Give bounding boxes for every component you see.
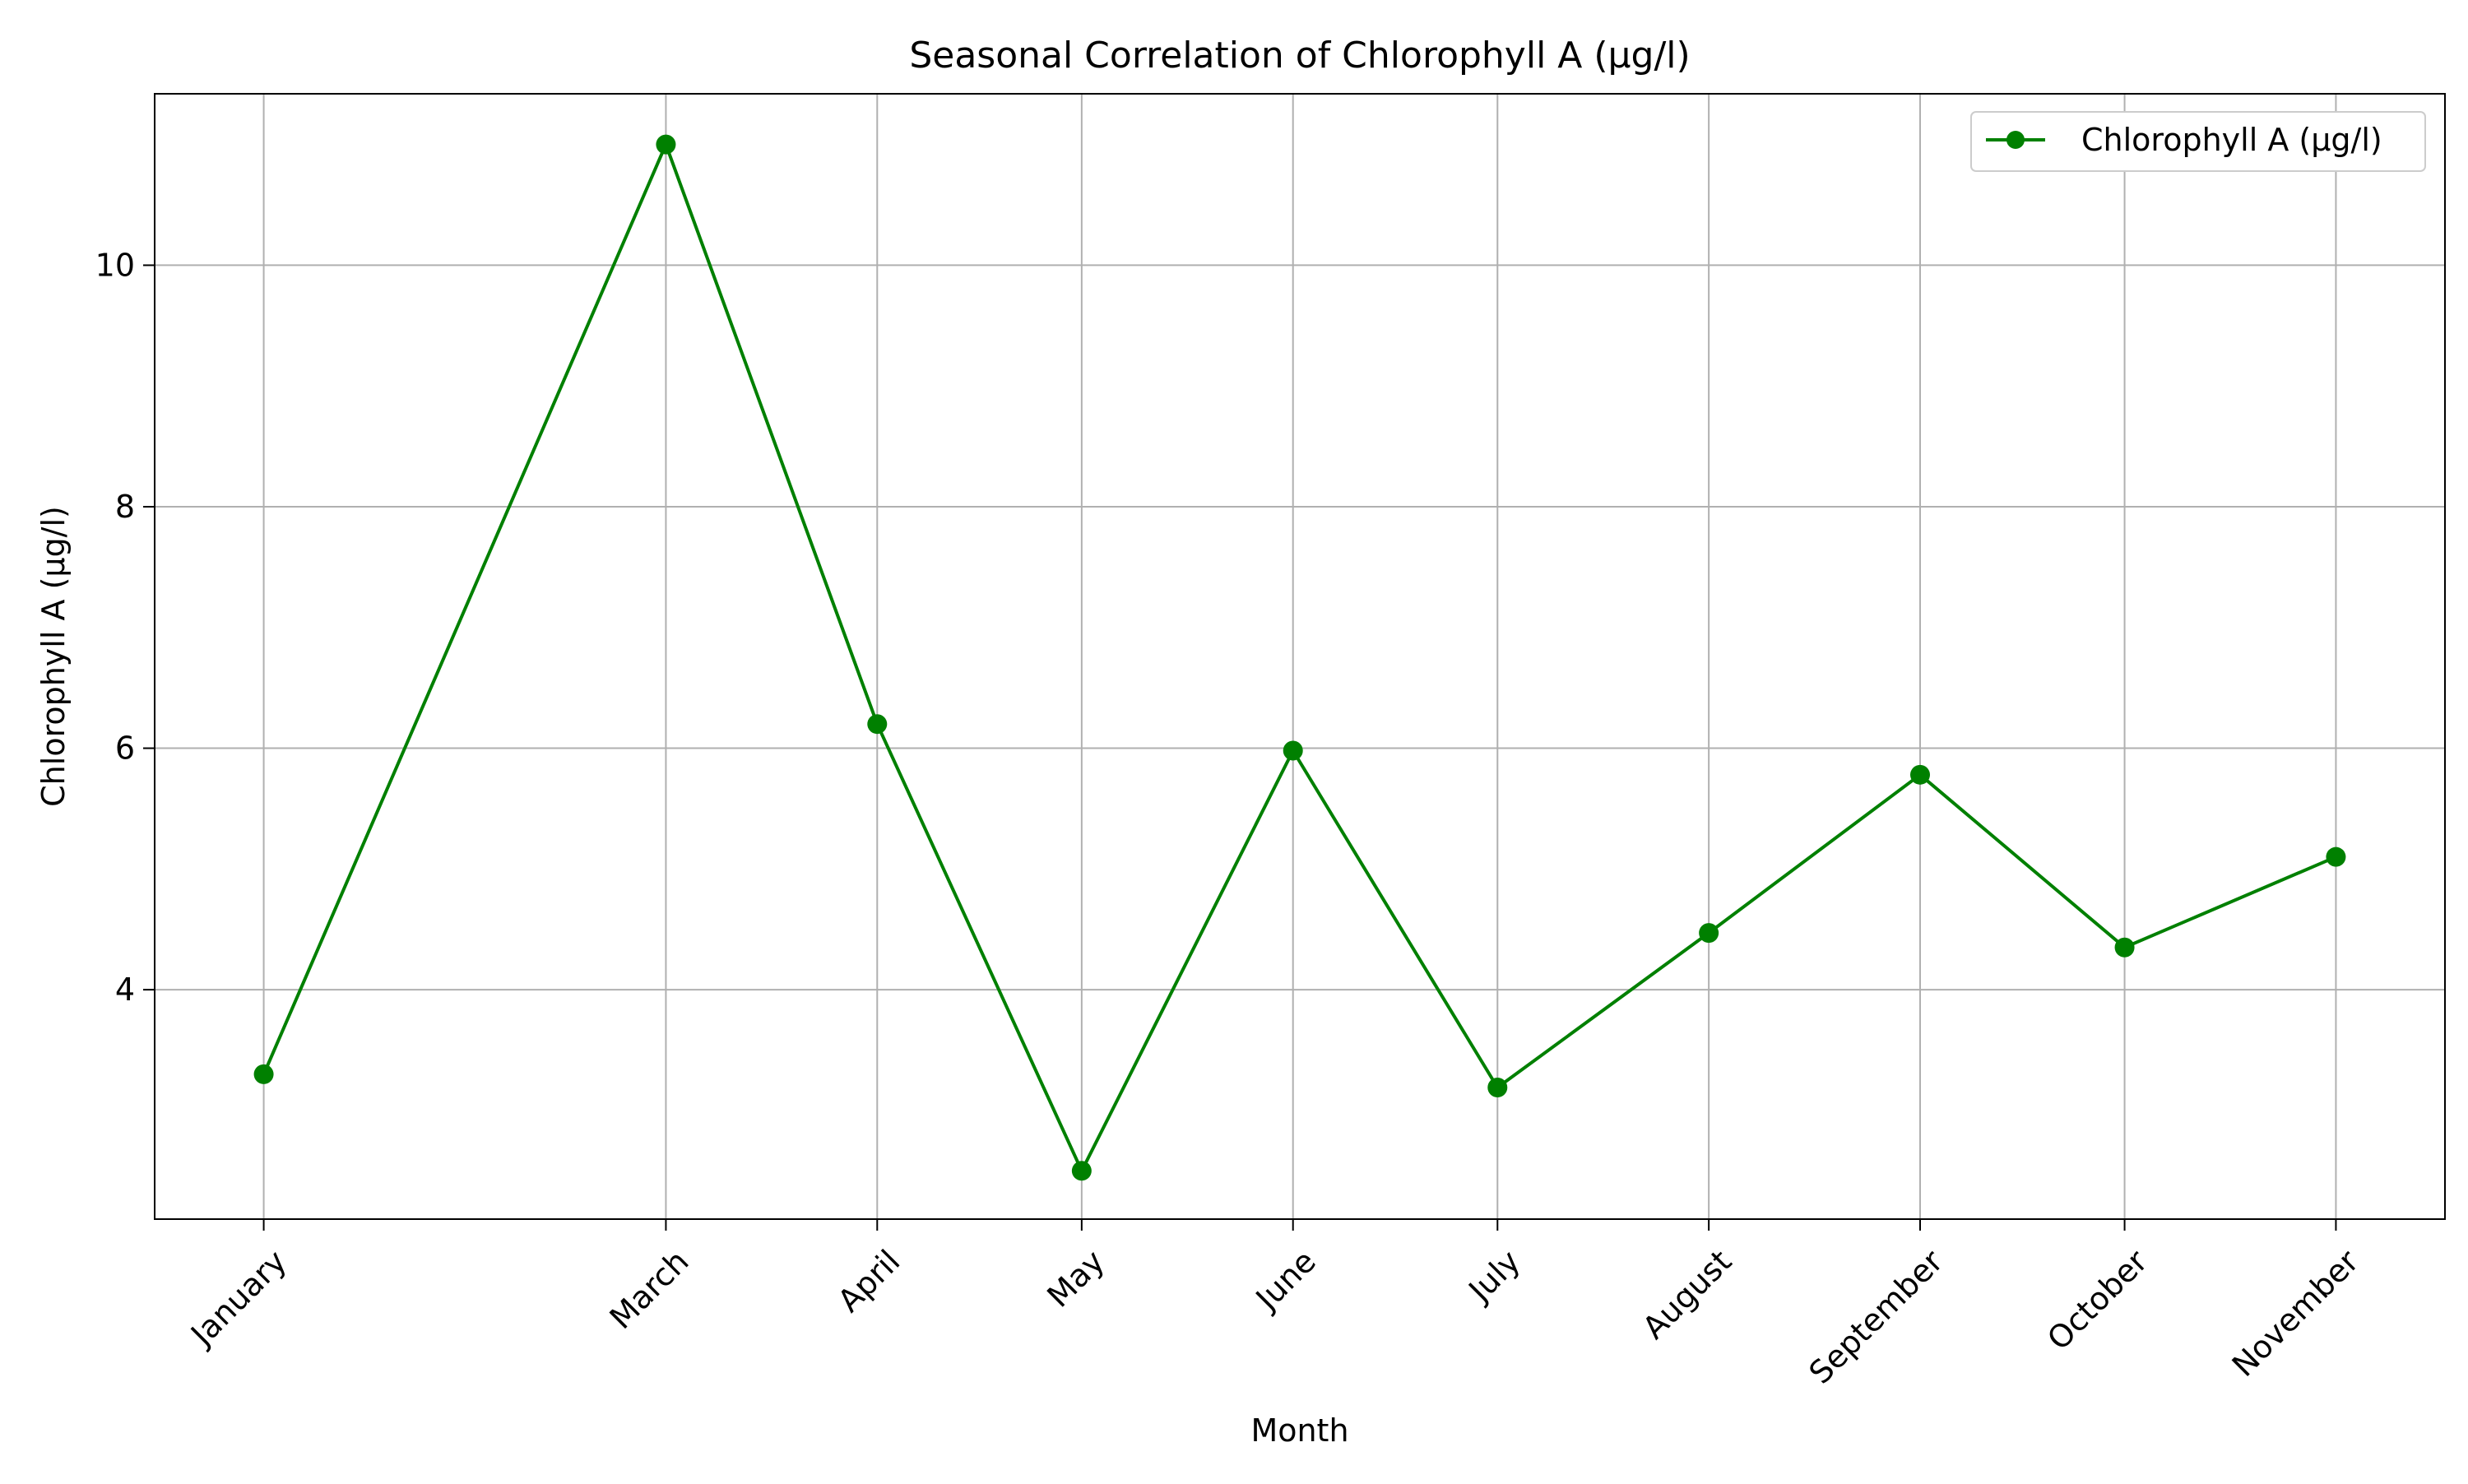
series-layer	[253, 134, 2346, 1181]
data-point	[2114, 937, 2135, 958]
legend-series-label: Chlorophyll A (µg/l)	[2081, 122, 2382, 158]
chart-title: Seasonal Correlation of Chlorophyll A (µ…	[909, 35, 1690, 77]
data-point	[1071, 1161, 1092, 1181]
plot-area-frame	[154, 93, 2446, 1220]
legend-box	[1970, 111, 2426, 172]
y-tick-label: 6	[115, 730, 135, 767]
y-tick-label: 8	[115, 489, 135, 525]
data-point	[1699, 923, 1719, 944]
data-point	[1487, 1078, 1508, 1098]
y-axis-label: Chlorophyll A (µg/l)	[35, 506, 72, 807]
grid	[155, 94, 2445, 1219]
y-tick-label: 4	[115, 972, 135, 1008]
data-point	[1910, 764, 1930, 785]
data-point	[867, 714, 888, 735]
data-point	[253, 1064, 274, 1084]
data-point	[656, 134, 676, 155]
x-axis-label: Month	[1250, 1412, 1348, 1449]
data-point	[1283, 740, 1303, 761]
series-line	[262, 142, 2337, 1173]
legend-series-marker	[2006, 131, 2025, 149]
legend: Chlorophyll A (µg/l)	[1970, 111, 2426, 172]
data-point	[2326, 846, 2346, 867]
y-tick-label: 10	[95, 247, 135, 283]
y-axis: 4 6 8 10	[95, 247, 155, 1008]
